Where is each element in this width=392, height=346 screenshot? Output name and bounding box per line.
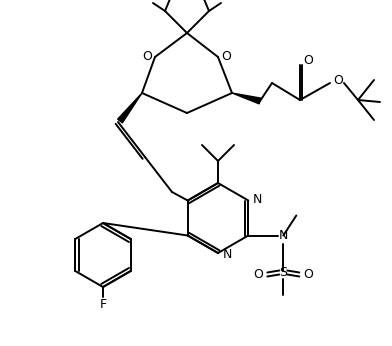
Text: O: O bbox=[142, 51, 152, 64]
Text: O: O bbox=[303, 268, 313, 281]
Text: O: O bbox=[221, 51, 231, 64]
Text: N: N bbox=[252, 193, 262, 206]
Text: N: N bbox=[222, 247, 232, 261]
Text: F: F bbox=[100, 299, 107, 311]
Text: O: O bbox=[303, 55, 313, 67]
Text: O: O bbox=[253, 268, 263, 281]
Polygon shape bbox=[118, 93, 142, 123]
Text: N: N bbox=[279, 229, 288, 242]
Text: O: O bbox=[333, 74, 343, 88]
Polygon shape bbox=[232, 93, 261, 104]
Text: S: S bbox=[279, 266, 287, 279]
